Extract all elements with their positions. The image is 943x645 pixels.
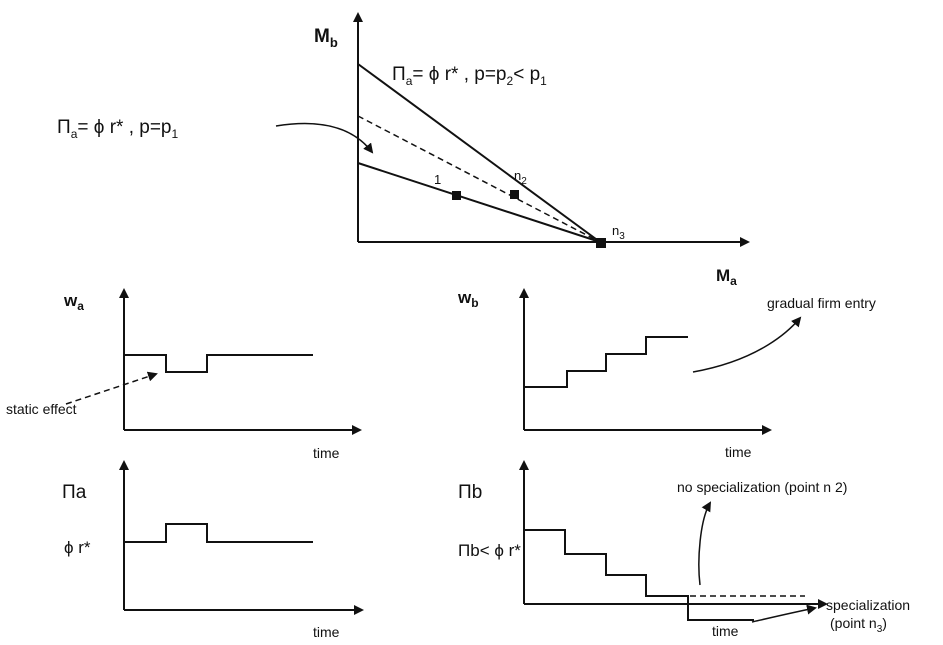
pib-y-label: Πb [458,482,482,503]
curved-arrow-to-p1 [275,122,374,154]
gradual-entry-arrow [692,316,802,373]
line-p1 [357,162,601,243]
specialization-point-label: (point n3) [830,615,887,635]
pia-x-label: time [313,624,340,640]
lower-line-label: Πa= ϕ r* , p=p1 [57,117,179,141]
point-n2-label: n2 [514,168,527,187]
static-effect-arrow [65,371,158,405]
wb-x-label: time [725,444,752,460]
pib-panel: Πb Πb< ϕ r* time no specialization (poin… [458,460,910,639]
static-effect-label: static effect [6,401,77,417]
specialization-label: specialization [826,597,910,613]
wa-step-line [124,354,313,373]
pib-level-label: Πb< ϕ r* [458,541,521,560]
pia-step-line [124,523,313,543]
mb-axis-label: Mb [314,26,338,50]
pia-panel: Πa ϕ r* time [62,460,364,640]
specialization-arrow [751,604,817,623]
pib-step-line [524,529,754,621]
line-p2 [357,63,601,243]
point-n3-marker [596,238,606,248]
ma-axis-label: Ma [716,266,737,288]
top-diagram: Mb Ma Πa= ϕ r* , p=p2< p1 Πa= ϕ r* , p=p… [57,12,750,288]
point-1-marker [452,191,461,200]
wa-panel: wa time static effect [6,288,362,461]
point-n3-label: n3 [612,223,625,242]
pia-y-label: Πa [62,482,87,503]
pib-x-label: time [712,623,739,639]
wa-y-label: wa [63,291,84,313]
gradual-entry-label: gradual firm entry [767,295,876,311]
no-specialization-label: no specialization (point n 2) [677,479,847,495]
upper-line-label: Πa= ϕ r* , p=p2< p1 [392,64,547,88]
wa-x-label: time [313,445,340,461]
point-1-label: 1 [434,172,441,187]
wb-panel: wb time gradual firm entry [457,288,876,460]
pia-level-label: ϕ r* [64,538,91,557]
no-specialization-arrow [698,501,712,586]
line-dashed [357,115,601,243]
wb-y-label: wb [457,288,479,310]
point-n2-marker [510,190,519,199]
wb-step-line [524,336,688,388]
